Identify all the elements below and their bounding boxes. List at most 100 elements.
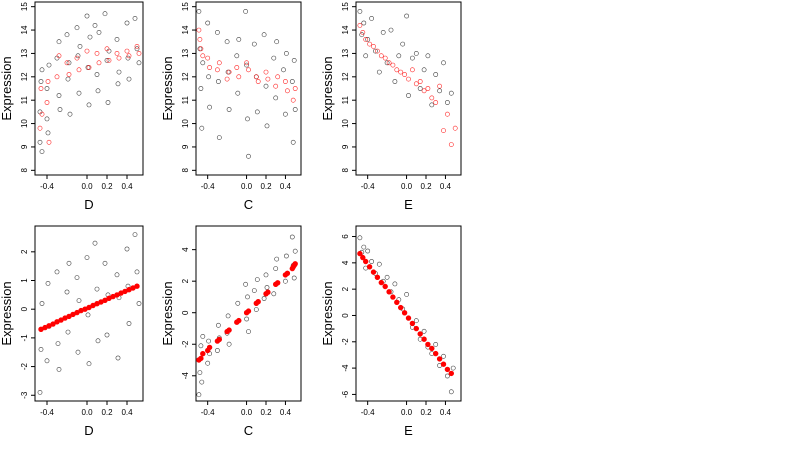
y-tick-label: 2 xyxy=(20,249,29,254)
red-data-point xyxy=(440,361,447,367)
y-tick-label: -2 xyxy=(20,362,29,370)
black-data-point xyxy=(114,37,120,42)
red-data-point xyxy=(104,46,110,52)
black-data-point xyxy=(413,318,419,324)
black-data-point xyxy=(95,338,101,344)
black-data-point xyxy=(102,260,108,266)
black-data-point xyxy=(406,93,411,98)
red-data-point xyxy=(96,60,102,66)
black-data-point xyxy=(226,341,232,347)
x-tick-label: -0.4 xyxy=(40,408,54,417)
plot-frame xyxy=(195,225,302,402)
x-axis-label: D xyxy=(84,197,93,212)
black-data-point xyxy=(94,72,100,77)
black-data-point xyxy=(444,373,450,379)
black-data-point xyxy=(289,234,295,240)
black-data-point xyxy=(126,76,132,82)
black-data-point xyxy=(253,307,259,312)
black-data-point xyxy=(207,104,212,110)
red-data-point xyxy=(134,283,140,289)
black-data-point xyxy=(226,107,232,112)
x-tick-label: 0.0 xyxy=(81,408,93,417)
x-tick-label: -0.4 xyxy=(361,182,375,191)
black-data-point xyxy=(264,123,270,129)
y-axis-label: Expression xyxy=(320,281,335,345)
red-data-point xyxy=(236,317,242,324)
red-data-point xyxy=(357,250,363,257)
black-data-point xyxy=(44,116,50,122)
black-data-point xyxy=(263,272,269,278)
black-data-point xyxy=(376,69,382,75)
red-data-point xyxy=(46,139,52,145)
y-tick-label: 12 xyxy=(20,72,29,81)
black-data-point xyxy=(132,232,138,237)
red-data-point xyxy=(401,310,408,316)
red-data-point xyxy=(245,308,252,314)
black-data-point xyxy=(388,27,394,33)
black-data-point xyxy=(409,55,415,61)
x-axis-label: C xyxy=(244,197,253,212)
y-tick-label: 11 xyxy=(20,95,29,104)
red-data-point xyxy=(386,60,392,66)
y-tick-label: 8 xyxy=(181,168,190,173)
y-axis-label: Expression xyxy=(0,56,14,120)
black-data-point xyxy=(38,79,44,84)
black-data-point xyxy=(95,88,101,94)
black-data-point xyxy=(75,53,81,59)
black-data-point xyxy=(235,300,241,306)
red-data-point xyxy=(206,344,213,351)
black-data-point xyxy=(214,348,220,353)
red-data-point xyxy=(292,261,298,267)
red-data-point xyxy=(382,55,388,61)
red-data-point xyxy=(198,355,204,362)
y-tick-label: -4 xyxy=(341,364,350,372)
black-data-point xyxy=(87,34,93,40)
red-data-point xyxy=(398,304,404,311)
y-axis-label: Expression xyxy=(160,281,175,345)
red-data-point xyxy=(371,44,376,49)
black-data-point xyxy=(236,37,242,42)
black-data-point xyxy=(400,41,406,47)
x-axis-label: D xyxy=(84,423,93,438)
y-tick-label: 13 xyxy=(181,48,190,57)
red-data-point xyxy=(413,325,419,332)
black-data-point xyxy=(64,289,70,295)
black-data-point xyxy=(37,139,43,145)
black-data-point xyxy=(357,8,363,14)
y-tick-label: 0 xyxy=(20,306,29,311)
red-data-point xyxy=(275,280,281,286)
red-data-point xyxy=(421,336,427,342)
red-data-point xyxy=(44,100,50,105)
x-tick-label: 0.2 xyxy=(420,182,432,191)
y-tick-label: -2 xyxy=(341,338,350,346)
red-data-point xyxy=(106,58,112,63)
black-data-point xyxy=(274,39,280,45)
black-data-point xyxy=(124,246,130,252)
black-data-point xyxy=(102,11,108,17)
x-tick-label: -0.4 xyxy=(40,182,54,191)
red-data-point xyxy=(76,67,82,73)
red-data-point xyxy=(452,125,458,131)
red-data-point xyxy=(114,51,120,56)
black-data-point xyxy=(215,79,221,84)
black-data-point xyxy=(199,379,205,385)
panel-4: -0.4 0.0 0.2 0.4 -3 -2 -1 0 1 2 D Expression xyxy=(0,225,144,438)
black-data-point xyxy=(283,253,289,259)
red-data-point xyxy=(444,111,450,117)
black-data-point xyxy=(225,69,231,75)
red-data-point xyxy=(216,60,222,66)
red-data-point xyxy=(357,22,363,28)
y-tick-label: -6 xyxy=(341,390,350,398)
black-data-point xyxy=(86,102,92,108)
black-data-point xyxy=(246,329,251,334)
black-data-point xyxy=(74,25,80,31)
x-tick-label: 0.4 xyxy=(440,182,452,191)
red-data-point xyxy=(207,65,212,70)
red-data-point xyxy=(390,294,396,300)
red-data-point xyxy=(86,65,92,70)
black-data-point xyxy=(404,13,409,19)
black-data-point xyxy=(205,20,211,26)
red-data-point xyxy=(366,264,373,270)
red-data-point xyxy=(136,51,142,56)
red-data-point xyxy=(363,258,369,265)
